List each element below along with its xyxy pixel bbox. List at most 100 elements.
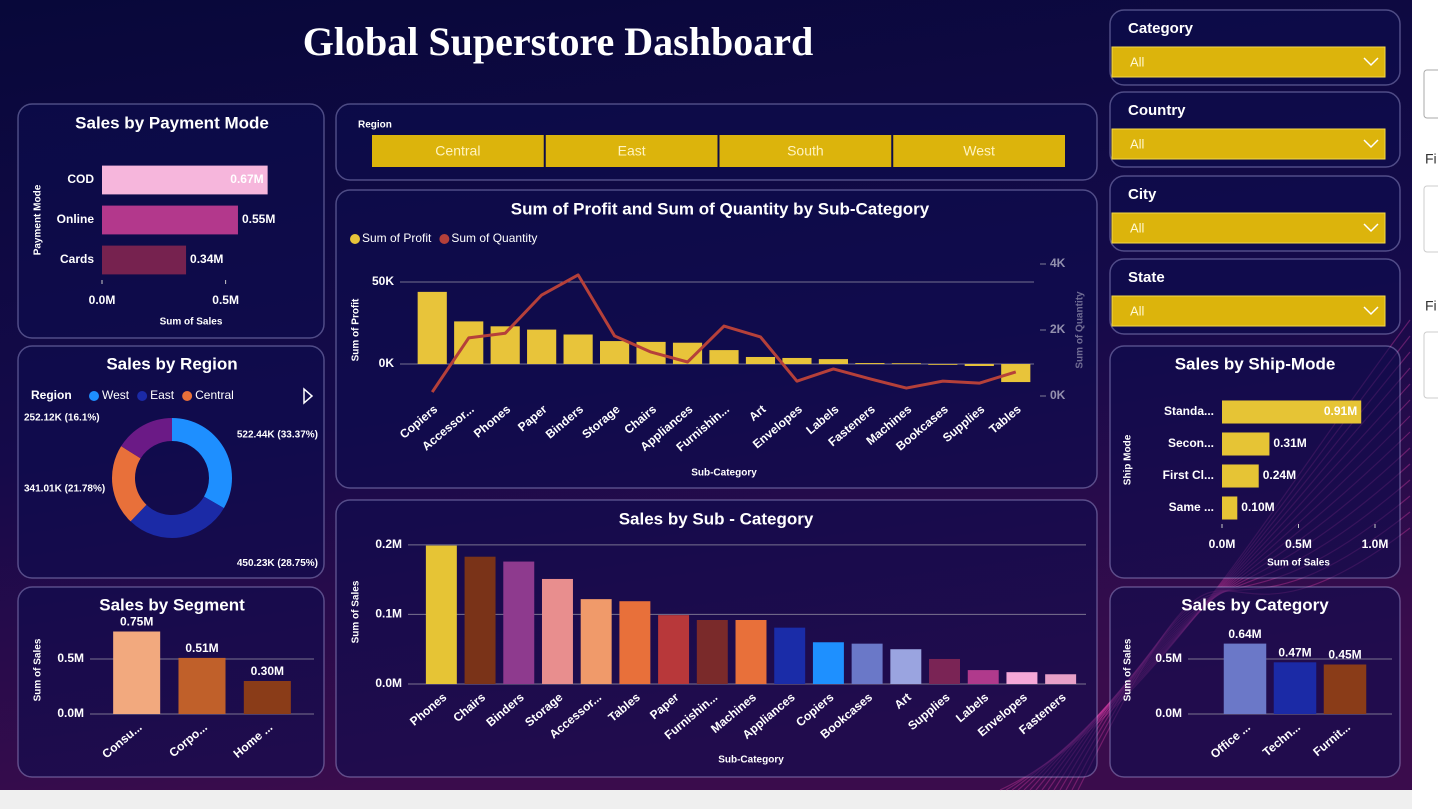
data-label: 0.91M <box>1324 404 1357 418</box>
bar <box>928 364 958 365</box>
data-label: 0.31M <box>1273 436 1306 450</box>
data-label: 0.10M <box>1241 500 1274 514</box>
bar <box>735 620 767 684</box>
data-label: 0.45M <box>1328 648 1361 662</box>
slicer-dropdown[interactable]: All <box>1111 128 1386 160</box>
bar <box>102 165 268 195</box>
button-label: Central <box>435 143 480 159</box>
slicer-dropdown[interactable]: All <box>1111 46 1386 78</box>
dropdown-value: All <box>1130 54 1145 69</box>
slicer-button[interactable]: South <box>719 135 892 167</box>
bar <box>658 615 690 684</box>
bar <box>541 578 573 684</box>
chart-title: Sales by Ship-Mode <box>1175 354 1336 373</box>
button-box[interactable] <box>719 135 892 167</box>
x-axis-title: Sum of Sales <box>160 317 223 328</box>
y-tick-label: Standa... <box>1164 404 1214 418</box>
slicer-dropdown[interactable]: All <box>1111 212 1386 244</box>
bar <box>417 291 447 365</box>
legend-swatch <box>439 234 450 244</box>
bar <box>102 205 238 235</box>
bar <box>1222 496 1238 520</box>
y-tick-label: 0.0M <box>1155 706 1182 720</box>
dropdown-box[interactable] <box>1111 295 1386 327</box>
side-panel <box>1412 0 1438 809</box>
side-label: Fi <box>1425 151 1437 167</box>
y-tick-label: 0.5M <box>57 651 84 665</box>
y-tick-label: First Cl... <box>1163 468 1214 482</box>
x-axis-title: Sum of Sales <box>1267 558 1330 569</box>
y-axis-title: Sum of Sales <box>33 638 44 701</box>
bar <box>113 631 161 714</box>
button-box[interactable] <box>372 135 544 167</box>
y-axis-title: Sum of Sales <box>351 580 362 643</box>
dropdown-value: All <box>1130 136 1145 151</box>
side-label: Fi <box>1425 298 1437 314</box>
bar <box>1223 643 1267 714</box>
y-tick-label: Same ... <box>1169 500 1214 514</box>
side-input[interactable] <box>1423 69 1438 119</box>
chart-title: Sales by Segment <box>99 595 245 614</box>
y-tick-label: 0K <box>379 356 395 370</box>
panel <box>17 586 325 778</box>
bar <box>178 657 226 714</box>
bar <box>600 341 630 365</box>
slicer-button[interactable]: West <box>893 135 1065 167</box>
side-input[interactable] <box>1423 331 1438 399</box>
y-tick-label: COD <box>67 172 94 186</box>
legend-label: Central <box>195 388 234 402</box>
bar <box>929 658 961 684</box>
bar <box>855 363 885 365</box>
y-axis-title: Sum of Profit <box>351 298 362 361</box>
y-tick-label: Cards <box>60 252 94 266</box>
data-label: 0.47M <box>1278 645 1311 659</box>
x-tick-label: 0.0M <box>1209 537 1236 551</box>
button-label: East <box>618 143 646 159</box>
bar <box>1222 400 1362 424</box>
data-label: 0.67M <box>230 172 263 186</box>
chart-title: Sales by Payment Mode <box>75 113 269 132</box>
slicer-label: City <box>1128 186 1157 203</box>
bar <box>1273 662 1317 714</box>
slicer-button[interactable]: Central <box>372 135 544 167</box>
panel <box>17 345 325 579</box>
y-tick-label: Online <box>57 212 95 226</box>
bar <box>709 350 739 365</box>
dropdown-box[interactable] <box>1111 212 1386 244</box>
y2-tick-label: 0K <box>1050 388 1066 402</box>
bar <box>967 670 999 684</box>
bar <box>243 681 291 714</box>
legend-swatch <box>89 391 99 401</box>
chevron <box>1363 57 1379 67</box>
slicer-button[interactable]: East <box>545 135 718 167</box>
y-tick-label: 0.2M <box>375 537 402 551</box>
x-tick-label: 0.5M <box>1285 537 1312 551</box>
legend-swatch <box>137 391 148 401</box>
legend-label: Sum of Profit <box>362 231 432 245</box>
panel <box>1109 345 1401 579</box>
slicer-label: Country <box>1128 102 1186 119</box>
bar <box>527 329 557 365</box>
dropdown-box[interactable] <box>1111 128 1386 160</box>
chart-title: Sales by Region <box>106 354 237 373</box>
chevron <box>1363 223 1379 233</box>
y-tick-label: 0.0M <box>375 676 402 690</box>
button-label: South <box>787 143 824 159</box>
y-tick-label: Secon... <box>1168 436 1214 450</box>
data-label: 0.55M <box>242 212 275 226</box>
side-input[interactable] <box>1423 185 1438 253</box>
slicer-label: Region <box>358 120 392 131</box>
y-tick-label: 0.0M <box>57 706 84 720</box>
slicer-label: State <box>1128 269 1165 286</box>
bar <box>1222 432 1270 456</box>
dropdown-box[interactable] <box>1111 46 1386 78</box>
button-box[interactable] <box>893 135 1065 167</box>
chevron <box>1363 139 1379 149</box>
bar <box>696 620 728 684</box>
legend-swatch <box>182 391 193 401</box>
button-box[interactable] <box>545 135 718 167</box>
legend-swatch <box>350 234 360 244</box>
legend-next[interactable] <box>303 387 314 405</box>
slicer-dropdown[interactable]: All <box>1111 295 1386 327</box>
